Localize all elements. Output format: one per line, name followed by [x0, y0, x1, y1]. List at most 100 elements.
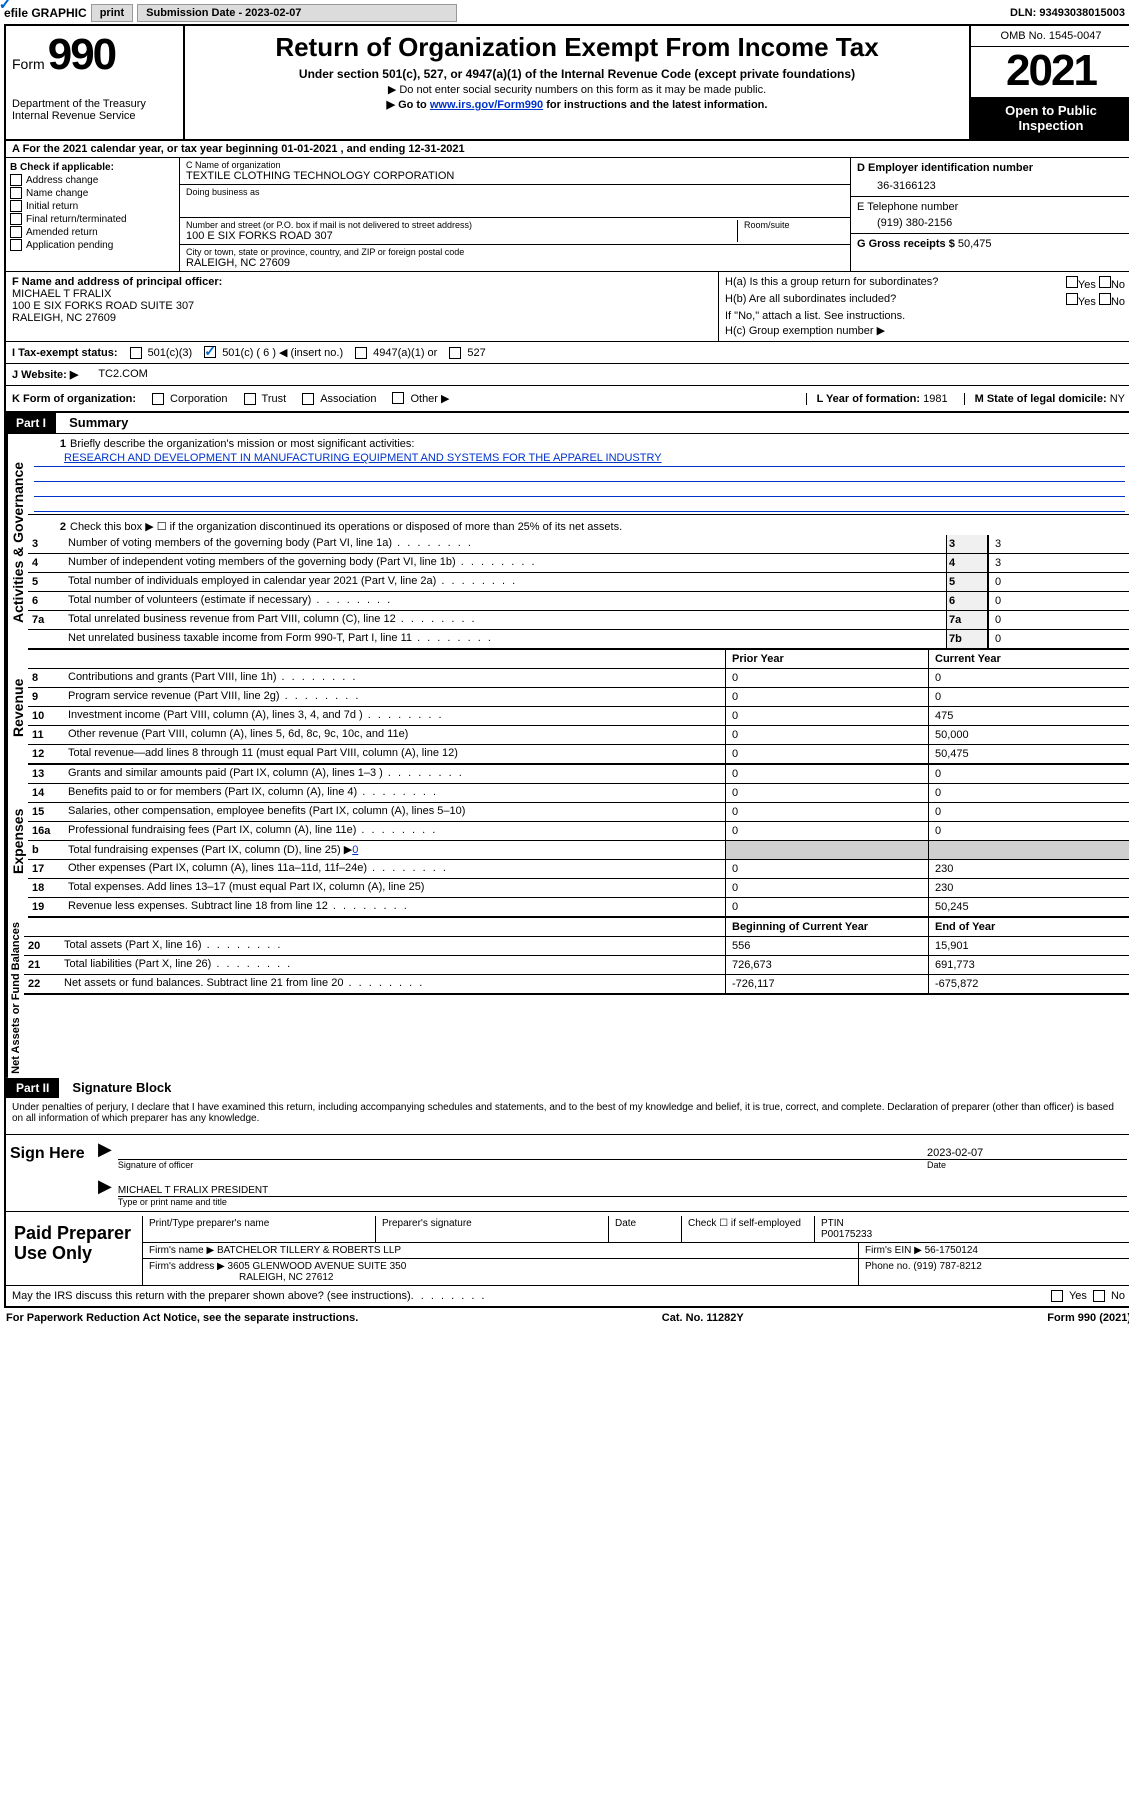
l13: Grants and similar amounts paid (Part IX…	[68, 767, 383, 779]
chk-assoc[interactable]	[302, 393, 314, 405]
p17: 0	[725, 860, 928, 878]
chk-other[interactable]	[392, 392, 404, 404]
na-section: Net Assets or Fund Balances bBeginning o…	[6, 918, 1129, 1078]
chk-addr[interactable]	[10, 174, 22, 186]
chk-final[interactable]	[10, 213, 22, 225]
g-gross-box: G Gross receipts $ 50,475	[851, 234, 1129, 254]
c-city-box: City or town, state or province, country…	[180, 245, 850, 271]
c19: 50,245	[928, 898, 1129, 916]
sig-officer-label: Signature of officer	[118, 1160, 927, 1170]
j-label: J Website: ▶	[12, 368, 78, 381]
c14: 0	[928, 784, 1129, 802]
form-subtitle: Under section 501(c), 527, or 4947(a)(1)…	[193, 67, 961, 81]
declaration: Under penalties of perjury, I declare th…	[6, 1098, 1129, 1128]
f-box: F Name and address of principal officer:…	[6, 272, 719, 341]
m-val: NY	[1110, 393, 1125, 405]
l17: Other expenses (Part IX, column (A), lin…	[68, 862, 367, 874]
chk-501c3[interactable]	[130, 347, 142, 359]
c-city-label: City or town, state or province, country…	[186, 247, 844, 257]
chk-app[interactable]	[10, 239, 22, 251]
c-city-val: RALEIGH, NC 27609	[186, 257, 844, 269]
l15: Salaries, other compensation, employee b…	[68, 805, 465, 817]
b-final: Final return/terminated	[26, 214, 127, 225]
f-addr2: RALEIGH, NC 27609	[12, 312, 712, 324]
line1: 1Briefly describe the organization's mis…	[28, 434, 1129, 515]
form-word: Form	[12, 56, 45, 72]
header-right: OMB No. 1545-0047 2021 Open to Public In…	[969, 26, 1129, 139]
firm-ein-lbl: Firm's EIN ▶	[865, 1245, 922, 1256]
chk-amend[interactable]	[10, 226, 22, 238]
arrow-icon-2: ▶	[98, 1176, 112, 1207]
footer: For Paperwork Reduction Act Notice, see …	[4, 1308, 1129, 1328]
c-dba-label: Doing business as	[186, 187, 844, 197]
period-begin: 01-01-2021	[281, 143, 337, 155]
p8: 0	[725, 669, 928, 687]
submission-date-button[interactable]: Submission Date - 2023-02-07	[137, 4, 457, 22]
g-val: 50,475	[958, 238, 992, 250]
l21: Total liabilities (Part X, line 26)	[64, 958, 211, 970]
l-val: 1981	[923, 393, 947, 405]
form-number: 990	[48, 30, 115, 79]
v7a: 0	[988, 611, 1129, 629]
firm-city: RALEIGH, NC 27612	[149, 1272, 334, 1283]
c17: 230	[928, 860, 1129, 878]
l22: Net assets or fund balances. Subtract li…	[64, 977, 343, 989]
firm-ein-val: 56-1750124	[925, 1245, 978, 1256]
e-val: (919) 380-2156	[857, 213, 1125, 229]
note-ssn: ▶ Do not enter social security numbers o…	[193, 83, 961, 96]
may-no-chk[interactable]	[1093, 1290, 1105, 1302]
hb-yes[interactable]	[1066, 293, 1078, 305]
v3: 3	[988, 535, 1129, 553]
chk-name[interactable]	[10, 187, 22, 199]
eoy-hdr: End of Year	[928, 918, 1129, 936]
sig-officer-line[interactable]: 2023-02-07	[118, 1139, 1127, 1160]
i-row: I Tax-exempt status: 501(c)(3) 501(c) ( …	[6, 342, 1129, 364]
j-val: TC2.COM	[98, 368, 148, 381]
period-end: 12-31-2021	[408, 143, 464, 155]
irs-link[interactable]: www.irs.gov/Form990	[430, 99, 543, 111]
paid-preparer-block: Paid Preparer Use Only Print/Type prepar…	[6, 1216, 1129, 1286]
form-title: Return of Organization Exempt From Incom…	[193, 32, 961, 63]
hb-no[interactable]	[1099, 293, 1111, 305]
b20: 556	[725, 937, 928, 955]
c18: 230	[928, 879, 1129, 897]
d-label: D Employer identification number	[857, 162, 1125, 174]
c-room-label: Room/suite	[744, 220, 844, 230]
may-yes-chk[interactable]	[1051, 1290, 1063, 1302]
ha-label: H(a) Is this a group return for subordin…	[725, 276, 938, 291]
b-addr: Address change	[26, 175, 98, 186]
e21: 691,773	[928, 956, 1129, 974]
p10: 0	[725, 707, 928, 725]
header-row: Form 990 Department of the Treasury Inte…	[6, 26, 1129, 141]
i-527: 527	[467, 347, 485, 359]
mission-blank2	[34, 482, 1125, 497]
part1-header: Part I Summary	[6, 413, 1129, 434]
p16b-shade	[725, 841, 928, 859]
officer-name-line: MICHAEL T FRALIX PRESIDENT	[118, 1176, 1127, 1197]
part1-title: Summary	[59, 412, 138, 433]
ha-no[interactable]	[1099, 276, 1111, 288]
ha-yes[interactable]	[1066, 276, 1078, 288]
ag-section: Activities & Governance 1Briefly describ…	[6, 434, 1129, 650]
c15: 0	[928, 803, 1129, 821]
hb-no-lbl: No	[1111, 296, 1125, 308]
prep-name-lbl: Print/Type preparer's name	[143, 1216, 376, 1242]
p12: 0	[725, 745, 928, 763]
f-label: F Name and address of principal officer:	[12, 276, 712, 288]
l3: Number of voting members of the governin…	[68, 537, 392, 549]
chk-corp[interactable]	[152, 393, 164, 405]
chk-init[interactable]	[10, 200, 22, 212]
omb-number: OMB No. 1545-0047	[971, 26, 1129, 47]
phone-lbl: Phone no.	[865, 1261, 911, 1272]
chk-501c[interactable]	[204, 346, 216, 358]
cat-no: Cat. No. 11282Y	[662, 1312, 744, 1324]
chk-trust[interactable]	[244, 393, 256, 405]
chk-527[interactable]	[449, 347, 461, 359]
hb-label: H(b) Are all subordinates included?	[725, 293, 896, 308]
c16a: 0	[928, 822, 1129, 840]
chk-4947[interactable]	[355, 347, 367, 359]
print-button[interactable]: print	[91, 4, 133, 22]
k-trust: Trust	[262, 393, 287, 405]
col-c: C Name of organization TEXTILE CLOTHING …	[180, 158, 850, 271]
l16b-val: 0	[352, 844, 358, 856]
